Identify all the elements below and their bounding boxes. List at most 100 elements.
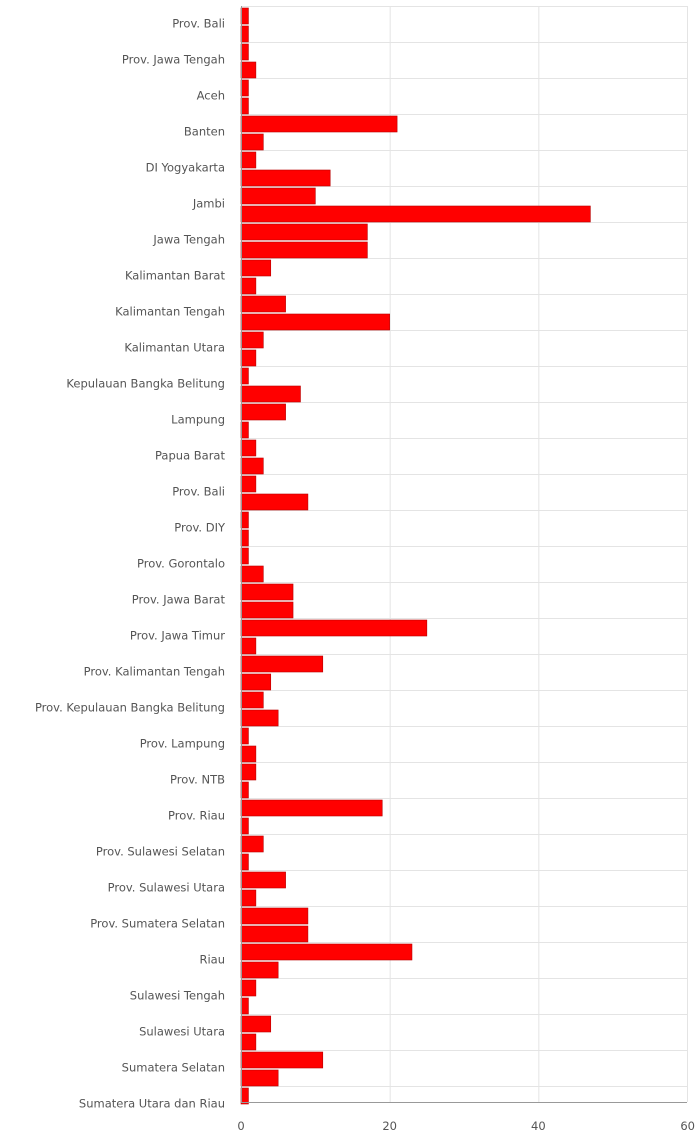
bar[interactable] [240, 331, 264, 349]
bar[interactable] [240, 421, 249, 439]
bar[interactable] [240, 709, 279, 727]
bar[interactable] [240, 385, 301, 403]
bar[interactable] [240, 25, 249, 43]
category-label: Prov. Sumatera Selatan [90, 917, 225, 931]
bar[interactable] [240, 79, 249, 97]
bar[interactable] [240, 871, 286, 889]
x-tick-label: 60 [680, 1119, 695, 1133]
bars [240, 7, 591, 1105]
bar[interactable] [240, 1015, 272, 1033]
bar[interactable] [240, 457, 264, 475]
bar[interactable] [240, 493, 309, 511]
bar[interactable] [240, 565, 264, 583]
category-label: Prov. Jawa Barat [132, 593, 226, 607]
bar[interactable] [240, 745, 257, 763]
bar[interactable] [240, 223, 368, 241]
bar[interactable] [240, 367, 249, 385]
bar[interactable] [240, 1087, 249, 1105]
bar[interactable] [240, 1069, 279, 1087]
bar[interactable] [240, 853, 249, 871]
bar[interactable] [240, 673, 272, 691]
category-label: Prov. Bali [172, 17, 225, 31]
category-label: Aceh [197, 89, 225, 103]
bar[interactable] [240, 1051, 324, 1069]
category-label: Jawa Tengah [152, 233, 225, 247]
x-tick-label: 40 [531, 1119, 546, 1133]
category-label: Prov. Jawa Timur [130, 629, 225, 643]
bar[interactable] [240, 403, 286, 421]
bar[interactable] [240, 61, 257, 79]
bar[interactable] [240, 727, 249, 745]
bar[interactable] [240, 817, 249, 835]
category-label: Riau [199, 953, 225, 967]
grid-lines [241, 6, 688, 1102]
bar[interactable] [240, 601, 294, 619]
bar[interactable] [240, 547, 249, 565]
category-label: Prov. NTB [170, 773, 225, 787]
bar[interactable] [240, 799, 383, 817]
bar[interactable] [240, 187, 316, 205]
bar[interactable] [240, 133, 264, 151]
category-label: Kepulauan Bangka Belitung [66, 377, 225, 391]
category-label: Prov. Gorontalo [137, 557, 225, 571]
category-label: Prov. Sulawesi Selatan [96, 845, 225, 859]
bar[interactable] [240, 925, 309, 943]
category-label: Prov. Bali [172, 485, 225, 499]
category-label: Lampung [171, 413, 225, 427]
bar[interactable] [240, 997, 249, 1015]
bar[interactable] [240, 637, 257, 655]
category-label: Prov. Kepulauan Bangka Belitung [35, 701, 225, 715]
category-label: Prov. Riau [168, 809, 225, 823]
x-axis-ticks: 0 20 40 60 [237, 1119, 695, 1133]
category-label: Prov. Jawa Tengah [122, 53, 225, 67]
bar[interactable] [240, 295, 286, 313]
bar[interactable] [240, 691, 264, 709]
bar[interactable] [240, 583, 294, 601]
bar[interactable] [240, 1033, 257, 1051]
x-tick-label: 0 [237, 1119, 244, 1133]
bar[interactable] [240, 907, 309, 925]
bar[interactable] [240, 619, 428, 637]
x-tick-label: 20 [382, 1119, 397, 1133]
bar[interactable] [240, 979, 257, 997]
category-label: Prov. Lampung [140, 737, 225, 751]
category-label: Banten [184, 125, 225, 139]
category-label: Papua Barat [155, 449, 225, 463]
bar[interactable] [240, 43, 249, 61]
bar[interactable] [240, 313, 390, 331]
category-label: Kalimantan Barat [125, 269, 226, 283]
bar[interactable] [240, 259, 272, 277]
bar[interactable] [240, 655, 324, 673]
bar[interactable] [240, 151, 257, 169]
bar[interactable] [240, 349, 257, 367]
category-label: Prov. Sulawesi Utara [108, 881, 225, 895]
bar[interactable] [240, 943, 413, 961]
bar[interactable] [240, 169, 331, 187]
category-label: Prov. Kalimantan Tengah [84, 665, 225, 679]
category-label: Prov. DIY [174, 521, 226, 535]
bar[interactable] [240, 511, 249, 529]
bar[interactable] [240, 889, 257, 907]
bar[interactable] [240, 205, 591, 223]
bar[interactable] [240, 763, 257, 781]
category-label: Kalimantan Utara [124, 341, 225, 355]
category-label: Sulawesi Tengah [130, 989, 225, 1003]
bar[interactable] [240, 115, 398, 133]
category-label: Sumatera Utara dan Riau [79, 1097, 225, 1111]
category-label: DI Yogyakarta [146, 161, 225, 175]
bar[interactable] [240, 241, 368, 259]
category-labels: Prov. Bali Prov. Jawa Tengah Aceh Banten DI … [35, 17, 226, 1111]
bar[interactable] [240, 961, 279, 979]
category-label: Sulawesi Utara [139, 1025, 225, 1039]
bar[interactable] [240, 439, 257, 457]
bar[interactable] [240, 97, 249, 115]
bar[interactable] [240, 835, 264, 853]
bar[interactable] [240, 475, 257, 493]
bar[interactable] [240, 529, 249, 547]
category-label: Kalimantan Tengah [115, 305, 225, 319]
category-label: Jambi [192, 197, 225, 211]
bar[interactable] [240, 277, 257, 295]
bar[interactable] [240, 7, 249, 25]
bar[interactable] [240, 781, 249, 799]
